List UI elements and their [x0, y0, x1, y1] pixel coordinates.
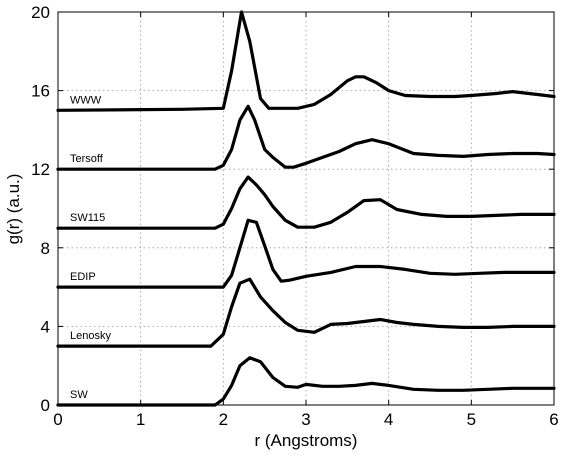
- y-tick-label: 20: [31, 3, 50, 22]
- series-line-edip: [56, 218, 556, 289]
- series-line-lenosky: [56, 277, 556, 348]
- x-tick-label: 2: [219, 410, 228, 429]
- x-axis-title: r (Angstroms): [255, 431, 358, 450]
- series-labels: WWW Tersoff SW115 EDIP Lenosky SW: [70, 94, 111, 401]
- x-tick-label: 5: [467, 410, 476, 429]
- series-label-sw: SW: [70, 389, 88, 401]
- y-tick-label: 4: [41, 317, 50, 336]
- series-label-lenosky: Lenosky: [70, 330, 111, 342]
- y-axis-title: g(r) (a.u.): [4, 174, 23, 245]
- series-label-www: WWW: [70, 94, 102, 106]
- y-tick-label: 16: [31, 82, 50, 101]
- series-label-tersoff: Tersoff: [70, 153, 104, 165]
- x-tick-label: 4: [384, 410, 393, 429]
- x-tick-label: 1: [136, 410, 145, 429]
- y-tick-label: 0: [41, 396, 50, 415]
- series-label-sw115: SW115: [70, 212, 105, 224]
- series-line-tersoff: [56, 104, 556, 171]
- x-tick-label: 0: [53, 410, 62, 429]
- y-tick-label: 12: [31, 160, 50, 179]
- x-tick-label: 6: [549, 410, 558, 429]
- x-tick-label: 3: [301, 410, 310, 429]
- grid-lines: [58, 12, 554, 405]
- series-lines: [56, 10, 556, 407]
- y-tick-label: 8: [41, 239, 50, 258]
- series-label-edip: EDIP: [70, 271, 96, 283]
- series-line-sw115: [56, 175, 556, 230]
- series-line-sw: [56, 356, 556, 407]
